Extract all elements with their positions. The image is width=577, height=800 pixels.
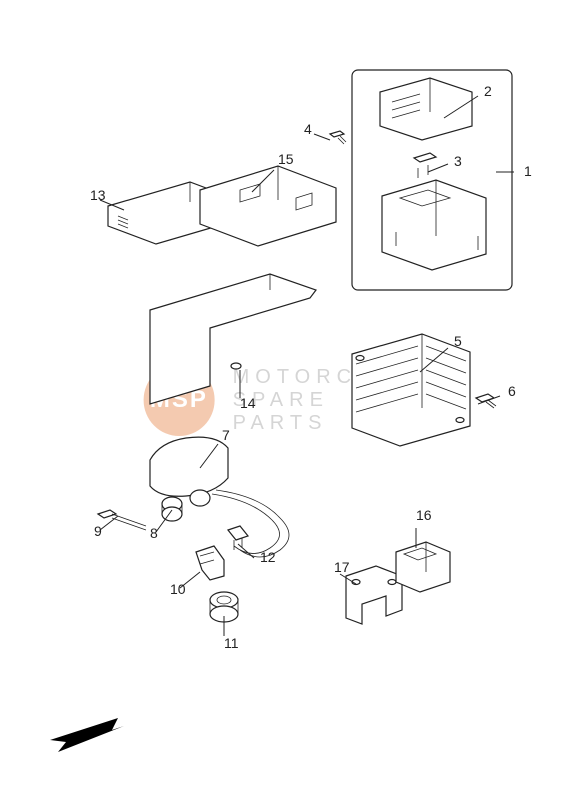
part-1-starter-relay [382, 180, 486, 270]
callout-16: 16 [416, 507, 432, 548]
diagram-stage: MSP MOTORCYCLE SPARE PARTS [0, 0, 577, 800]
callout-number: 16 [416, 507, 432, 523]
callout-number: 6 [508, 383, 516, 399]
part-9-bolt [98, 510, 146, 530]
callout-number: 8 [150, 525, 158, 541]
front-arrow [50, 718, 124, 752]
part-4-screw [330, 131, 346, 144]
callout-1: 1 [496, 163, 532, 179]
part-8-spacer [162, 497, 182, 521]
callout-number: 3 [454, 153, 462, 169]
part-16-relay [396, 542, 450, 592]
exploded-view-svg: 1234567891011121314151617 [0, 0, 577, 800]
callout-number: 14 [240, 395, 256, 411]
callout-number: 2 [484, 83, 492, 99]
callout-number: 1 [524, 163, 532, 179]
callout-12: 12 [238, 544, 276, 565]
part-14-bracket [150, 274, 316, 404]
part-3-fuse [414, 153, 436, 178]
part-5-regulator [352, 334, 470, 446]
callout-10: 10 [170, 572, 200, 597]
callout-number: 13 [90, 187, 106, 203]
callout-number: 11 [224, 635, 239, 651]
callout-number: 15 [278, 151, 294, 167]
part-12-boot [228, 526, 248, 550]
callout-number: 17 [334, 559, 350, 575]
callout-number: 9 [94, 523, 102, 539]
callout-9: 9 [94, 516, 118, 539]
part-15-cover [200, 166, 336, 246]
callout-8: 8 [150, 510, 172, 541]
callout-number: 10 [170, 581, 186, 597]
callout-number: 7 [222, 427, 230, 443]
part-17-bracket [346, 566, 402, 624]
callout-4: 4 [304, 121, 330, 140]
callout-number: 5 [454, 333, 462, 349]
callout-number: 12 [260, 549, 276, 565]
callout-14: 14 [240, 370, 256, 411]
callout-number: 4 [304, 121, 312, 137]
part-10-plug-cap [196, 546, 224, 580]
